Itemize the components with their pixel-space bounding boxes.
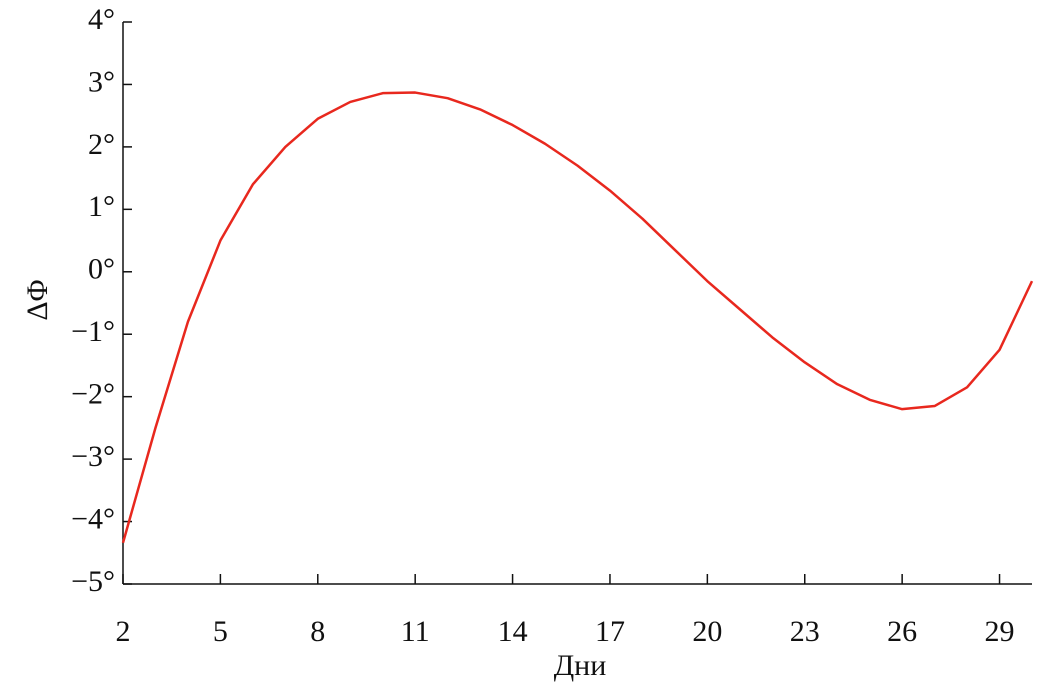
y-tick-label: −3° (71, 440, 115, 473)
y-tick-label: −5° (71, 565, 115, 598)
x-tick-label: 5 (213, 615, 228, 648)
y-tick-label: 2° (88, 128, 115, 161)
y-tick-label: −4° (71, 502, 115, 535)
y-tick-label: 1° (88, 190, 115, 223)
data-line (121, 91, 1034, 544)
x-tick-label: 20 (692, 615, 722, 648)
y-tick-label: 3° (88, 65, 115, 98)
y-axis-label: ΔΦ (21, 279, 54, 320)
x-tick-label: 26 (887, 615, 917, 648)
y-tick-label: 4° (88, 3, 115, 36)
x-tick-label: 11 (401, 615, 430, 648)
x-tick-label: 17 (595, 615, 625, 648)
x-tick-label: 8 (310, 615, 325, 648)
x-tick-label: 14 (498, 615, 528, 648)
x-tick-label: 29 (985, 615, 1015, 648)
x-tick-label: 23 (790, 615, 820, 648)
y-tick-label: 0° (88, 253, 115, 286)
y-tick-label: −1° (71, 315, 115, 348)
x-axis-label: Дни (554, 649, 607, 682)
x-tick-label: 2 (116, 615, 131, 648)
y-tick-label: −2° (71, 378, 115, 411)
